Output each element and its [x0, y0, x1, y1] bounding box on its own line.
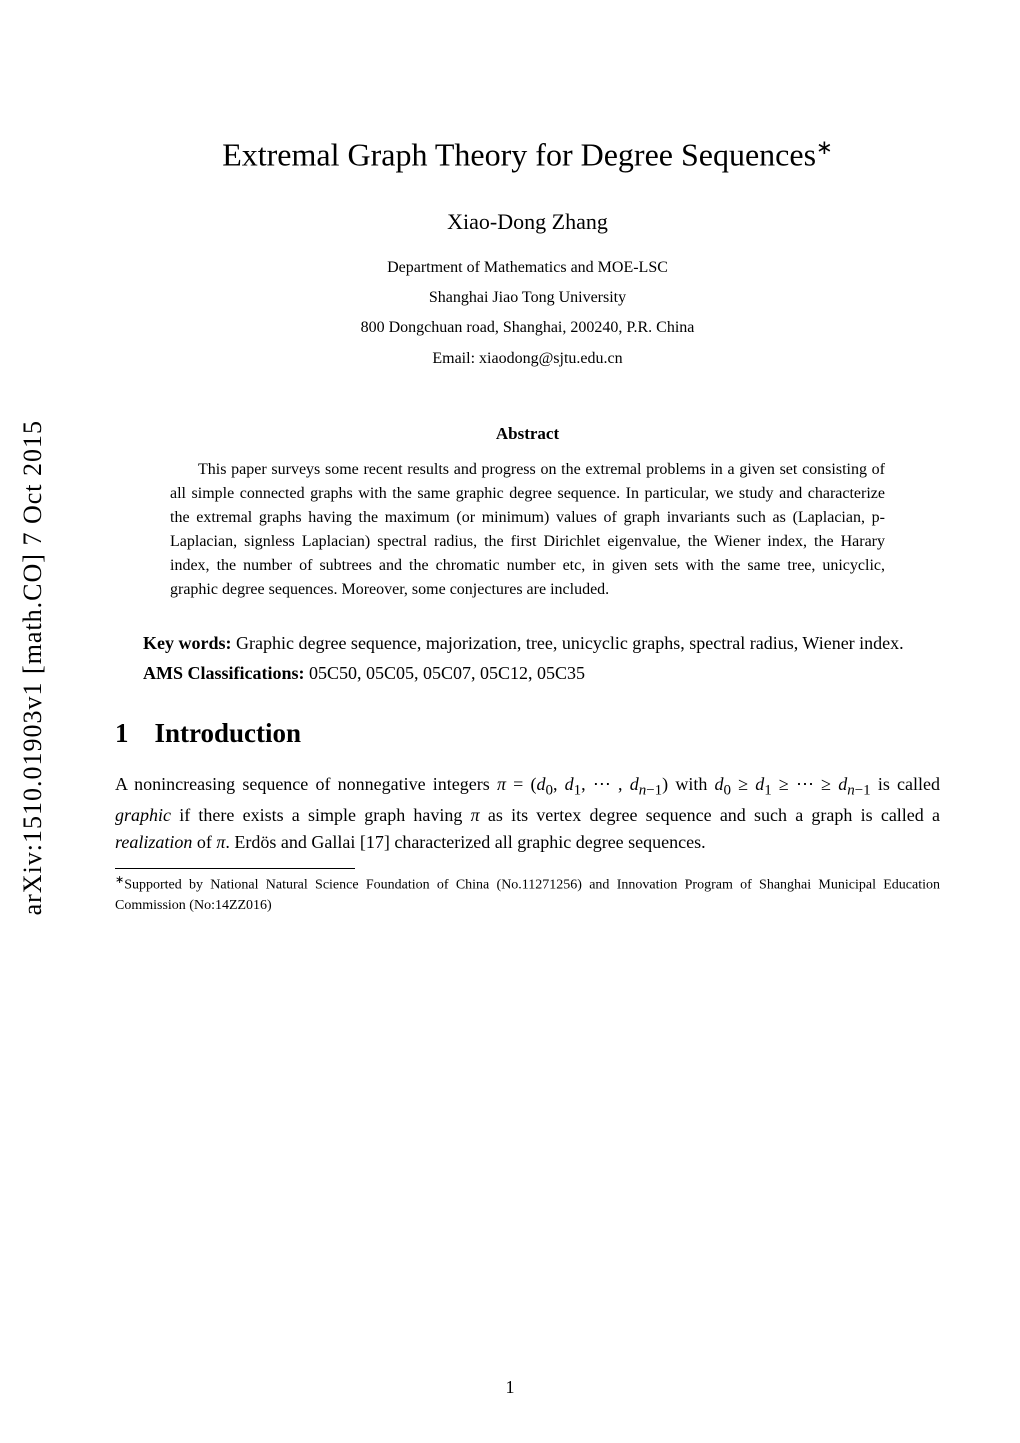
ams-label: AMS Classifications: — [143, 663, 305, 683]
abstract-heading: Abstract — [115, 424, 940, 444]
footnote-text: Supported by National Natural Science Fo… — [115, 878, 940, 913]
paper-title: Extremal Graph Theory for Degree Sequenc… — [115, 135, 940, 174]
abstract-text: This paper surveys some recent results a… — [170, 461, 885, 598]
footnote-marker: ∗ — [115, 874, 124, 886]
keywords-line: Key words: Graphic degree sequence, majo… — [115, 630, 940, 657]
page-number: 1 — [506, 1377, 515, 1398]
affiliation-block: Department of Mathematics and MOE-LSC Sh… — [115, 253, 940, 375]
affiliation-line-1: Department of Mathematics and MOE-LSC — [115, 253, 940, 283]
arxiv-identifier: arXiv:1510.01903v1 [math.CO] 7 Oct 2015 — [18, 420, 48, 915]
abstract-body: This paper surveys some recent results a… — [170, 458, 885, 602]
ams-classifications-line: AMS Classifications: 05C50, 05C05, 05C07… — [115, 663, 940, 684]
section-1-heading: 1 Introduction — [115, 718, 940, 749]
section-1-paragraph: A nonincreasing sequence of nonnegative … — [115, 771, 940, 856]
main-content: Extremal Graph Theory for Degree Sequenc… — [115, 0, 940, 915]
title-footnote-marker: ∗ — [816, 137, 833, 159]
affiliation-line-2: Shanghai Jiao Tong University — [115, 283, 940, 313]
footnote: ∗Supported by National Natural Science F… — [115, 873, 940, 915]
section-number: 1 — [115, 718, 129, 749]
affiliation-line-3: 800 Dongchuan road, Shanghai, 200240, P.… — [115, 313, 940, 343]
author-name: Xiao-Dong Zhang — [115, 209, 940, 235]
keywords-label: Key words: — [143, 633, 232, 653]
section-title: Introduction — [155, 718, 302, 748]
keywords-text: Graphic degree sequence, majorization, t… — [232, 633, 904, 653]
affiliation-line-4: Email: xiaodong@sjtu.edu.cn — [115, 344, 940, 374]
ams-text: 05C50, 05C05, 05C07, 05C12, 05C35 — [305, 663, 586, 683]
footnote-rule — [115, 868, 355, 869]
title-text: Extremal Graph Theory for Degree Sequenc… — [222, 137, 816, 173]
